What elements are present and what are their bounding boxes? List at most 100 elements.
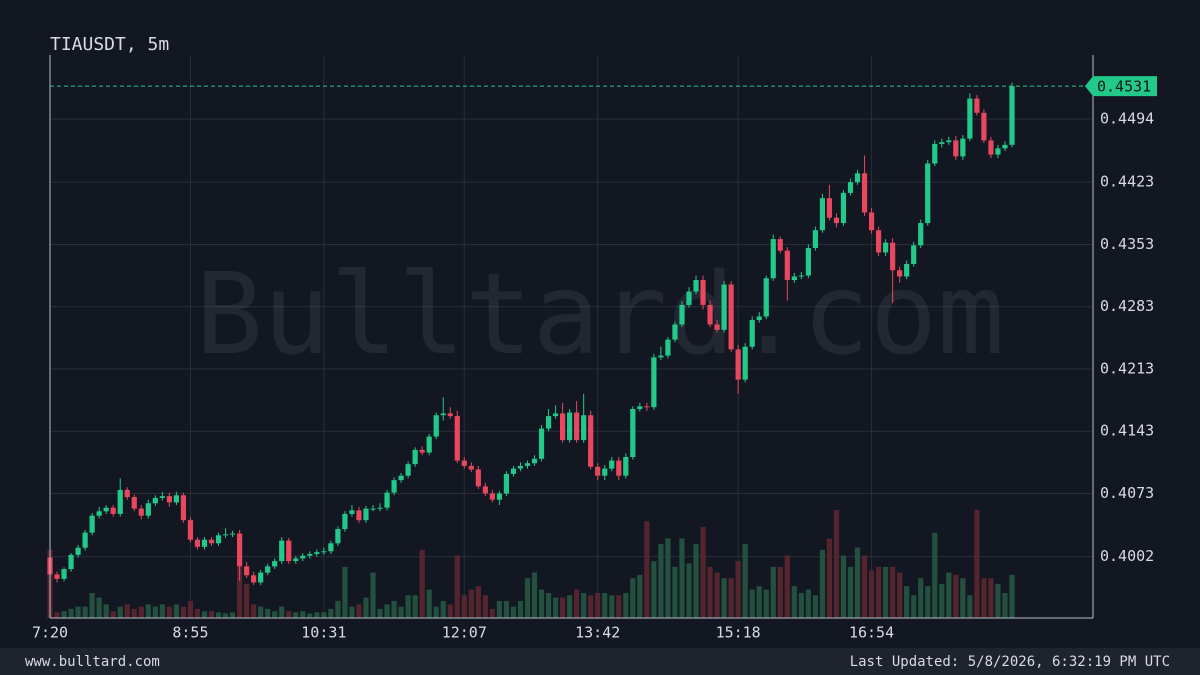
candle-body bbox=[96, 511, 102, 516]
volume-bar bbox=[981, 578, 987, 618]
candle-body bbox=[897, 270, 903, 277]
volume-bar bbox=[272, 611, 278, 618]
volume-layer bbox=[47, 510, 1015, 618]
candle-body bbox=[749, 320, 755, 347]
candle-body bbox=[370, 508, 376, 510]
candle-body bbox=[440, 413, 446, 416]
volume-bar bbox=[328, 608, 334, 618]
candle-body bbox=[707, 304, 713, 325]
volume-bar bbox=[890, 566, 896, 618]
candle-body bbox=[967, 98, 973, 139]
volume-bar bbox=[932, 532, 938, 618]
volume-bar bbox=[847, 566, 854, 618]
volume-bar bbox=[496, 600, 503, 618]
candle-body bbox=[173, 495, 179, 503]
volume-bar bbox=[812, 595, 818, 618]
y-tick-label: 0.4353 bbox=[1100, 235, 1154, 253]
candle-body bbox=[68, 554, 74, 570]
volume-bar bbox=[875, 566, 882, 618]
volume-bar bbox=[482, 595, 488, 618]
candle-body bbox=[103, 507, 109, 512]
candle-body bbox=[145, 503, 151, 516]
candle-body bbox=[117, 489, 123, 514]
candle-body bbox=[138, 508, 144, 516]
grid bbox=[49, 55, 1093, 618]
candle-body bbox=[314, 552, 320, 554]
last-price-label: 0.4531 bbox=[1097, 78, 1151, 96]
candle-body bbox=[714, 324, 720, 330]
candle-body bbox=[328, 543, 334, 552]
candle-body bbox=[868, 212, 875, 231]
volume-bar bbox=[567, 595, 573, 618]
volume-bar bbox=[503, 600, 510, 618]
candle-body bbox=[349, 510, 355, 514]
candle-body bbox=[974, 98, 980, 113]
x-tick-label: 15:18 bbox=[716, 624, 761, 642]
candle-body bbox=[286, 540, 292, 562]
volume-bar bbox=[763, 589, 769, 618]
volume-bar bbox=[960, 578, 966, 618]
volume-bar bbox=[686, 563, 692, 618]
volume-bar bbox=[251, 604, 257, 618]
candle-body bbox=[222, 534, 229, 536]
candle-body bbox=[798, 275, 804, 277]
candle-body bbox=[152, 497, 158, 504]
candle-body bbox=[461, 460, 467, 466]
candle-body bbox=[166, 496, 172, 503]
volume-bar bbox=[861, 555, 868, 618]
volume-bar bbox=[342, 566, 348, 618]
volume-bar bbox=[152, 606, 158, 618]
volume-bar bbox=[637, 574, 643, 618]
candle-body bbox=[756, 316, 762, 321]
volume-bar bbox=[447, 604, 453, 618]
volume-bar bbox=[784, 555, 790, 618]
last-price-tag bbox=[1085, 76, 1157, 97]
candle-body bbox=[854, 173, 861, 183]
candle-body bbox=[623, 457, 629, 476]
candle-body bbox=[700, 280, 706, 305]
volume-bar bbox=[286, 611, 292, 618]
volume-bar bbox=[742, 544, 748, 618]
volume-bar bbox=[398, 606, 404, 618]
candle-body bbox=[272, 561, 278, 567]
candle-body bbox=[812, 230, 818, 249]
candle-body bbox=[215, 535, 222, 544]
candle-body bbox=[861, 173, 868, 213]
candle-body bbox=[510, 468, 517, 474]
x-tick-label: 7:20 bbox=[32, 624, 68, 642]
candle-body bbox=[180, 495, 187, 521]
volume-bar bbox=[798, 592, 804, 618]
volume-bar bbox=[412, 595, 418, 618]
volume-bar bbox=[1009, 574, 1015, 618]
volume-bar bbox=[138, 606, 144, 618]
candle-body bbox=[300, 555, 306, 559]
candle-body bbox=[847, 182, 854, 193]
candle-body bbox=[124, 489, 130, 498]
candle-body bbox=[201, 539, 208, 547]
candle-body bbox=[918, 223, 924, 246]
volume-bar bbox=[819, 549, 826, 618]
candle-body bbox=[307, 553, 313, 556]
candle-body bbox=[651, 357, 657, 408]
volume-bar bbox=[314, 612, 320, 618]
volume-bar bbox=[995, 583, 1001, 618]
volume-bar bbox=[517, 600, 524, 618]
x-tick-label: 12:07 bbox=[442, 624, 487, 642]
candle-body bbox=[616, 460, 622, 476]
candle-body bbox=[412, 449, 418, 465]
volume-bar bbox=[623, 592, 629, 618]
volume-bar bbox=[349, 606, 355, 618]
candle-body bbox=[433, 415, 439, 437]
volume-bar bbox=[988, 578, 994, 618]
candle-body bbox=[321, 551, 327, 553]
volume-bar bbox=[75, 606, 81, 618]
candle-body bbox=[960, 138, 966, 157]
candle-body bbox=[763, 278, 769, 317]
candle-body bbox=[391, 480, 397, 493]
x-tick-label: 13:42 bbox=[575, 624, 620, 642]
candle-body bbox=[721, 284, 727, 330]
volume-bar bbox=[391, 600, 397, 618]
volume-bar bbox=[321, 612, 327, 618]
candle-body bbox=[890, 242, 896, 271]
